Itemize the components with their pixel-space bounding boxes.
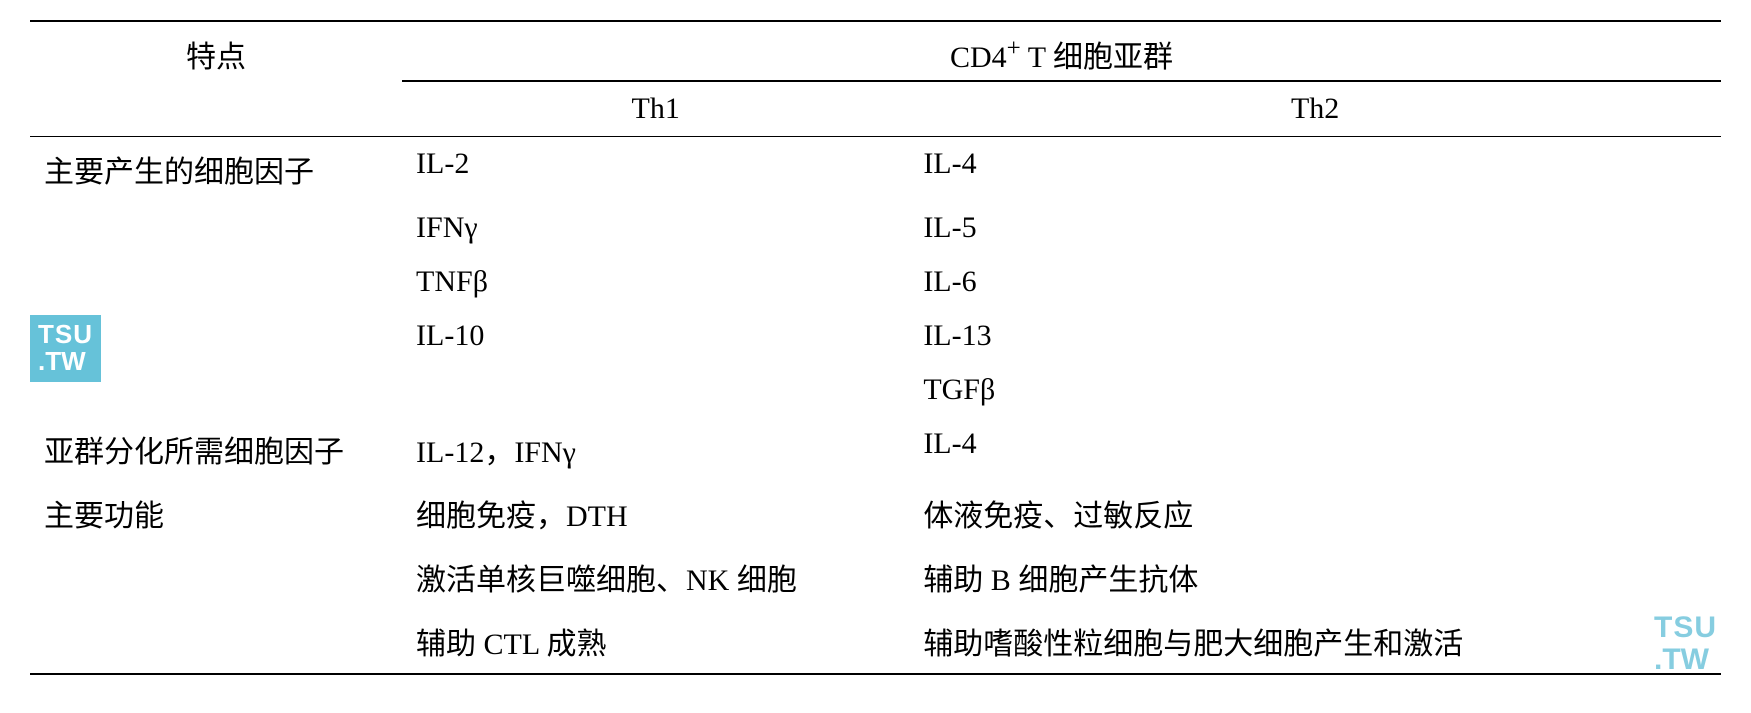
cell-th1: 细胞免疫，DTH bbox=[402, 481, 909, 545]
table-body: 主要产生的细胞因子IL-2IL-4 IFNγIL-5 TNFβIL-6 IL-1… bbox=[30, 137, 1721, 675]
header-group-prefix: CD4 bbox=[950, 41, 1007, 74]
cell-label bbox=[30, 201, 402, 255]
cell-th2: IL-13 bbox=[909, 309, 1721, 363]
cell-th2: TGFβ bbox=[909, 363, 1721, 417]
header-th2: Th2 bbox=[909, 81, 1721, 137]
cell-label bbox=[30, 363, 402, 417]
table-row: TNFβIL-6 bbox=[30, 255, 1721, 309]
cell-th2: IL-4 bbox=[909, 137, 1721, 202]
cell-th2: 辅助嗜酸性粒细胞与肥大细胞产生和激活 bbox=[909, 609, 1721, 674]
table-row: 主要功能细胞免疫，DTH体液免疫、过敏反应 bbox=[30, 481, 1721, 545]
header-characteristics: 特点 bbox=[30, 21, 402, 137]
cell-th1: IL-10 bbox=[402, 309, 909, 363]
cell-th1: 辅助 CTL 成熟 bbox=[402, 609, 909, 674]
cell-th2: 体液免疫、过敏反应 bbox=[909, 481, 1721, 545]
header-th1: Th1 bbox=[402, 81, 909, 137]
cell-th2: IL-5 bbox=[909, 201, 1721, 255]
page: 特点 CD4+ T 细胞亚群 Th1 Th2 主要产生的细胞因子IL-2IL-4… bbox=[30, 20, 1721, 675]
cell-th1: IFNγ bbox=[402, 201, 909, 255]
cell-label bbox=[30, 255, 402, 309]
cell-th2: IL-4 bbox=[909, 417, 1721, 481]
table-row: 亚群分化所需细胞因子IL-12，IFNγIL-4 bbox=[30, 417, 1721, 481]
cell-label: 主要功能 bbox=[30, 481, 402, 545]
header-group-sup: + bbox=[1007, 35, 1021, 62]
cell-label: 亚群分化所需细胞因子 bbox=[30, 417, 402, 481]
cell-th1: IL-2 bbox=[402, 137, 909, 202]
cell-th2: IL-6 bbox=[909, 255, 1721, 309]
table-row: IL-10IL-13 bbox=[30, 309, 1721, 363]
table-row: 激活单核巨噬细胞、NK 细胞辅助 B 细胞产生抗体 bbox=[30, 545, 1721, 609]
cell-th1: TNFβ bbox=[402, 255, 909, 309]
cell-label bbox=[30, 309, 402, 363]
table-row: TGFβ bbox=[30, 363, 1721, 417]
cell-label bbox=[30, 545, 402, 609]
header-group: CD4+ T 细胞亚群 bbox=[402, 21, 1721, 81]
cell-label bbox=[30, 609, 402, 674]
cell-th1 bbox=[402, 363, 909, 417]
cell-th1: IL-12，IFNγ bbox=[402, 417, 909, 481]
table-row: 主要产生的细胞因子IL-2IL-4 bbox=[30, 137, 1721, 202]
cell-th1: 激活单核巨噬细胞、NK 细胞 bbox=[402, 545, 909, 609]
header-group-tail: T 细胞亚群 bbox=[1021, 41, 1173, 74]
table-row: IFNγIL-5 bbox=[30, 201, 1721, 255]
cell-th2: 辅助 B 细胞产生抗体 bbox=[909, 545, 1721, 609]
table-row: 辅助 CTL 成熟辅助嗜酸性粒细胞与肥大细胞产生和激活 bbox=[30, 609, 1721, 674]
cell-label: 主要产生的细胞因子 bbox=[30, 137, 402, 202]
comparison-table: 特点 CD4+ T 细胞亚群 Th1 Th2 主要产生的细胞因子IL-2IL-4… bbox=[30, 20, 1721, 675]
